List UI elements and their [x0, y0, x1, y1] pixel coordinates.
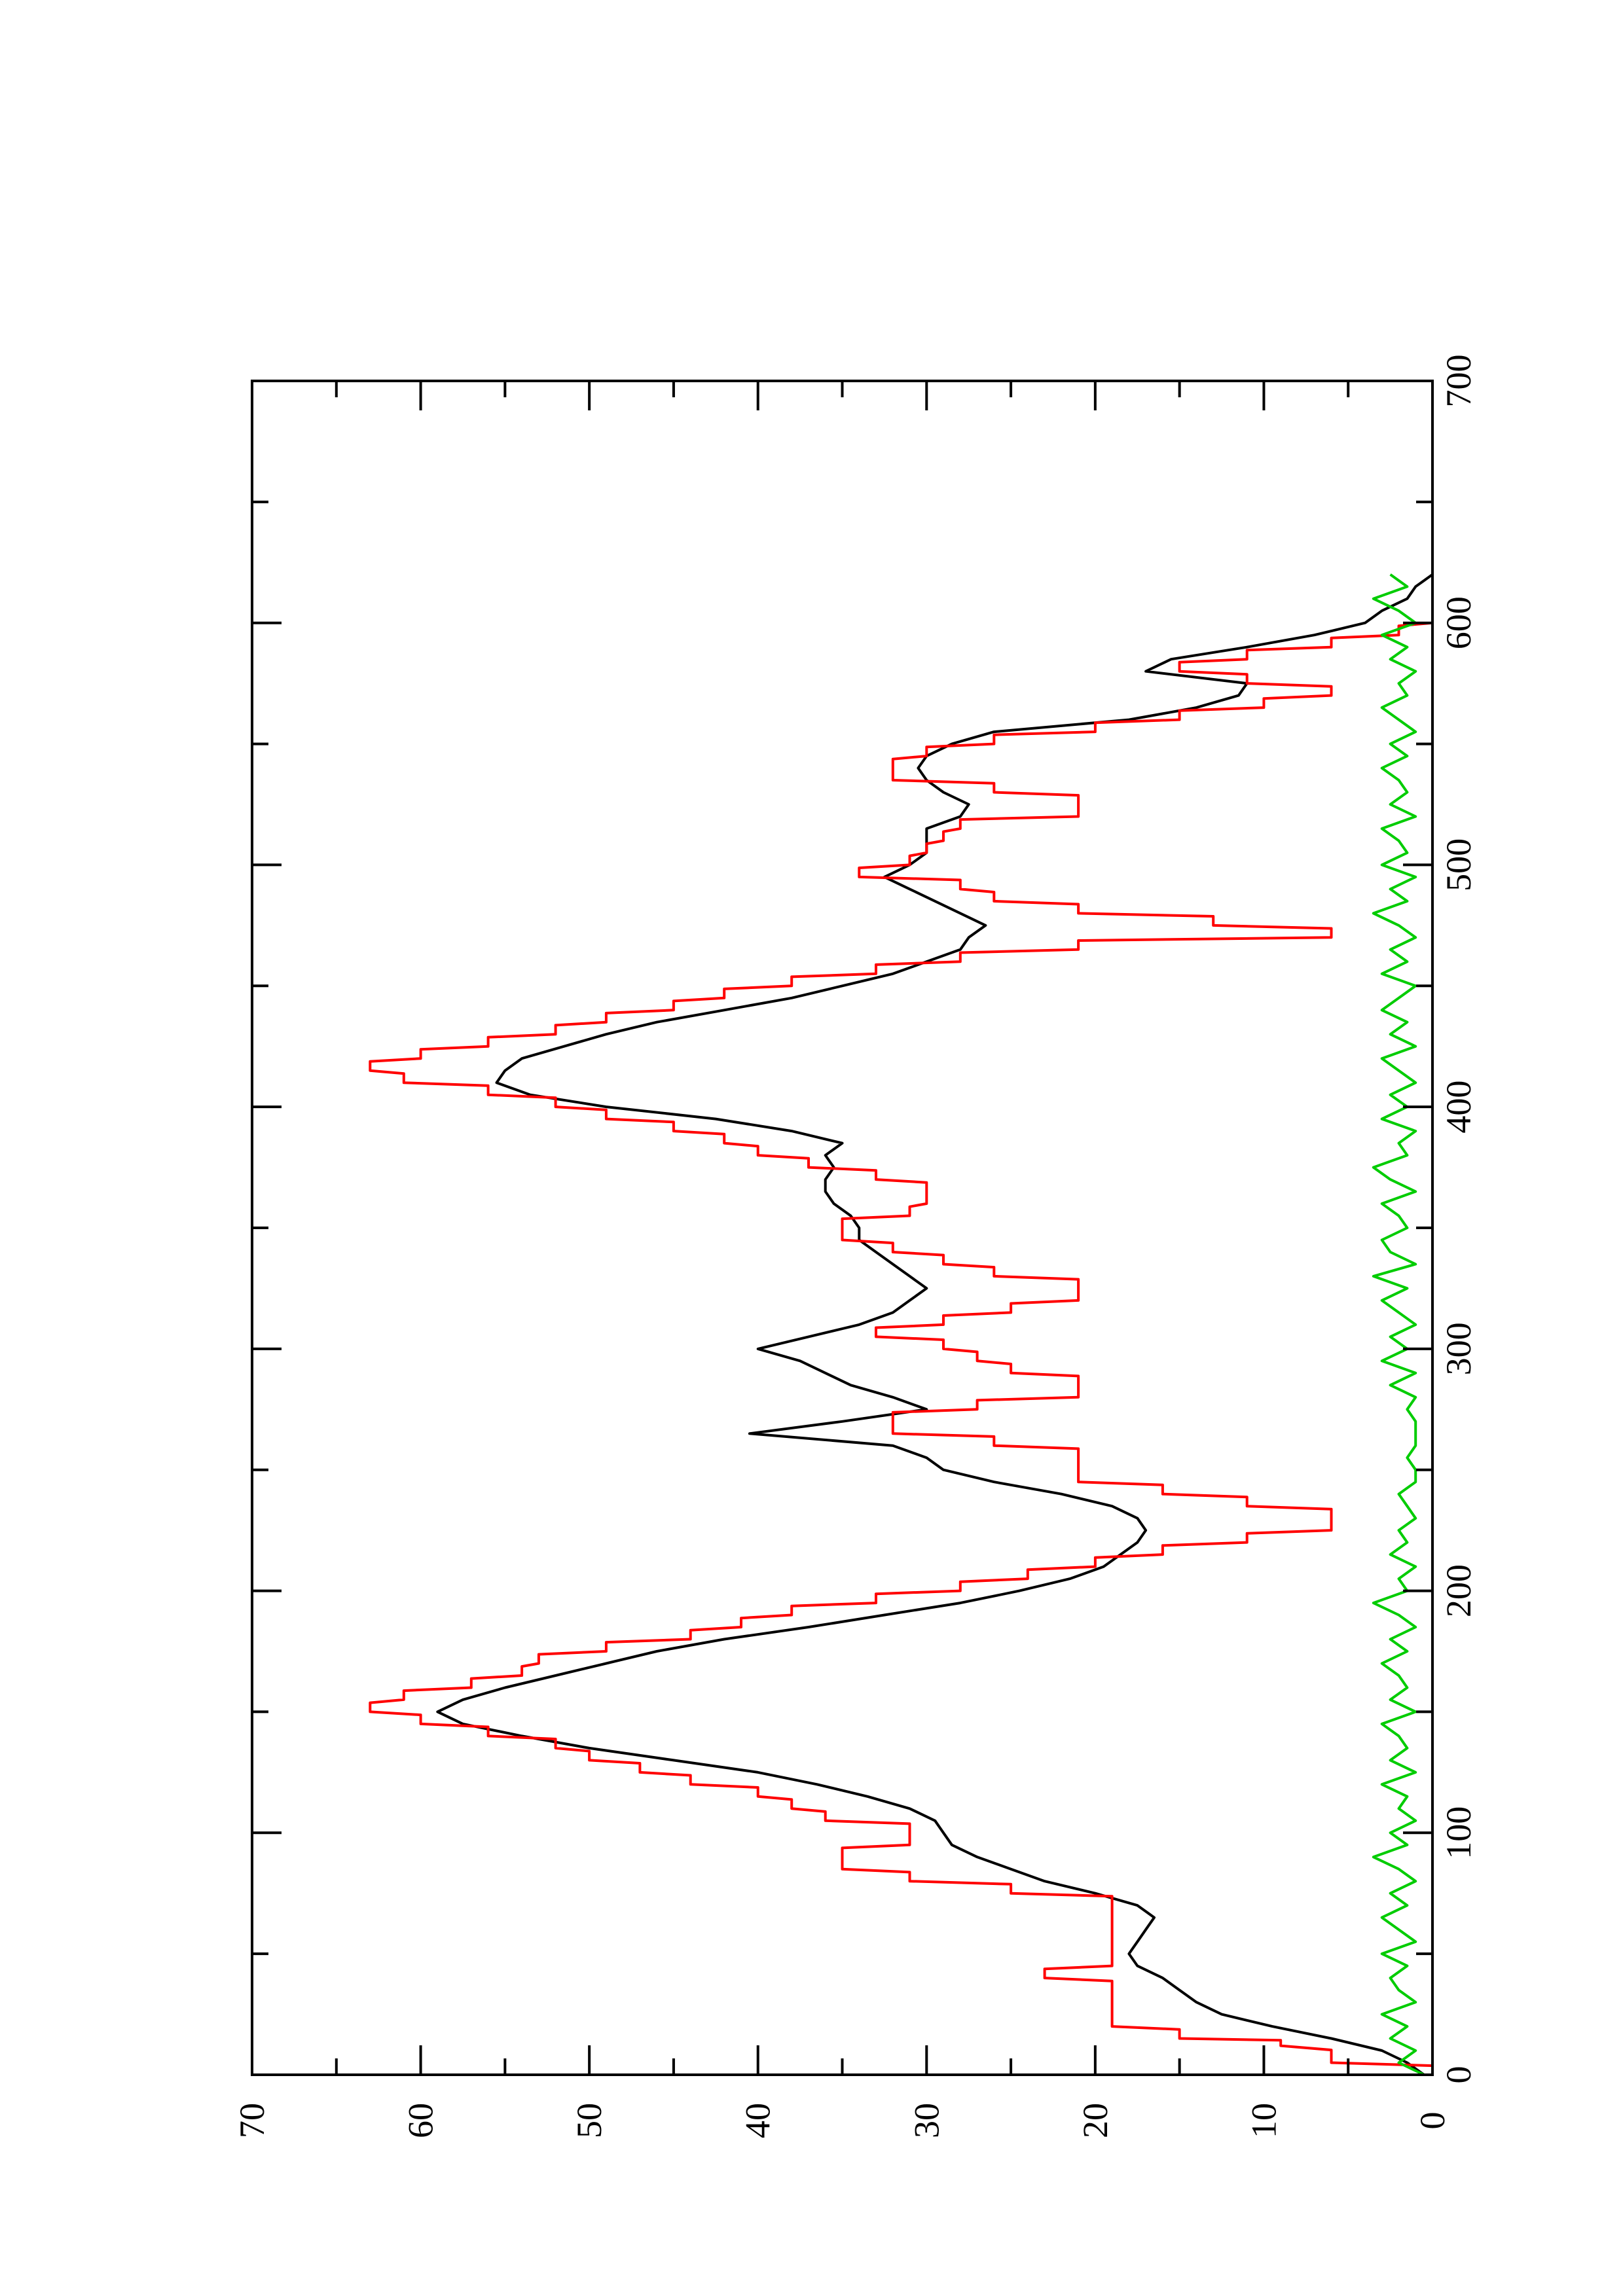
- y-tick-label: 0: [1413, 2112, 1452, 2130]
- y-tick-label: 70: [232, 2103, 272, 2138]
- x-tick-label: 200: [1439, 1564, 1478, 1617]
- x-tick-label: 100: [1439, 1806, 1478, 1859]
- y-tick-label: 20: [1076, 2103, 1115, 2138]
- plot-frame: [251, 380, 1434, 2076]
- series-line-1: [436, 573, 1434, 2076]
- series-line-3: [1372, 573, 1425, 2076]
- x-tick-label: 500: [1439, 838, 1478, 891]
- x-tick-label: 700: [1439, 355, 1478, 408]
- y-tick-label: 50: [570, 2103, 609, 2138]
- axis-layer: 0 100 200 300 400 500 600 700 0 10 20 30 40 50 60 70: [232, 355, 1478, 2139]
- y-tick-label: 30: [907, 2103, 946, 2138]
- y-tick-label: 40: [739, 2103, 778, 2138]
- y-tick-label: 10: [1244, 2103, 1283, 2138]
- y-tick-label: 60: [401, 2103, 441, 2138]
- x-tick-label: 400: [1439, 1081, 1478, 1134]
- series-layer: [369, 573, 1434, 2076]
- x-tick-label: 300: [1439, 1322, 1478, 1375]
- x-tick-label: 0: [1439, 2066, 1478, 2084]
- series-line-2: [369, 621, 1434, 2075]
- x-tick-label: 600: [1439, 596, 1478, 649]
